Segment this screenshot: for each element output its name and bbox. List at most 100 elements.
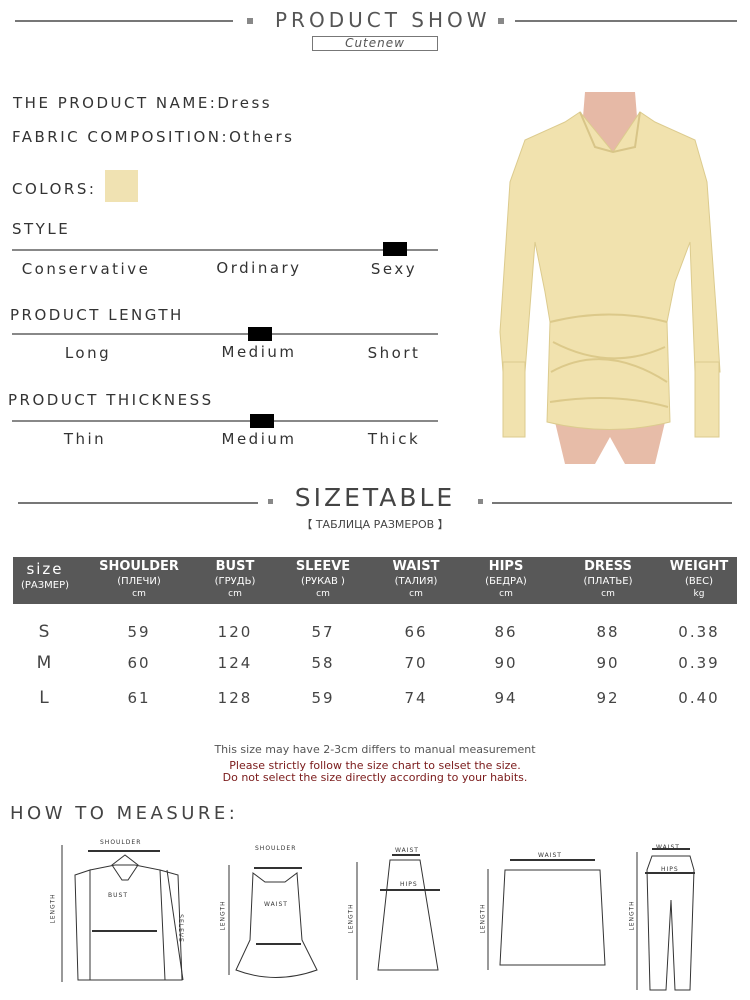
column-name: SLEEVE xyxy=(295,559,351,574)
column-name-ru: (РАЗМЕР) xyxy=(20,580,70,591)
column-unit: cm xyxy=(499,589,513,599)
column-header: SLEEVE (РУКАВ ) cm xyxy=(296,559,350,601)
style-title: STYLE xyxy=(12,220,71,238)
note-measurement: This size may have 2-3cm differs to manu… xyxy=(214,743,536,756)
measure-label-shoulder: SHOULDER xyxy=(255,845,297,852)
style-marker xyxy=(383,242,407,256)
divider xyxy=(492,502,732,504)
measurement-cell: 128 xyxy=(217,689,253,707)
thickness-option: Medium xyxy=(221,430,297,448)
thickness-option: Thin xyxy=(63,430,107,448)
pants-diagram xyxy=(636,848,695,991)
divider-dot xyxy=(268,499,273,504)
measurement-cell: 120 xyxy=(217,623,253,641)
column-name-ru: (ПЛАТЬЕ) xyxy=(583,576,633,587)
measurement-cell: 86 xyxy=(494,623,518,641)
section-title: PRODUCT SHOW xyxy=(275,8,491,32)
column-unit: cm xyxy=(601,589,615,599)
thickness-option: Thick xyxy=(367,430,421,448)
mini-skirt-diagram xyxy=(487,859,606,970)
size-table-header: size (РАЗМЕР) SHOULDER (ПЛЕЧИ) cm BUST (ГРУДЬ)… xyxy=(13,557,737,604)
measurement-cell: 59 xyxy=(127,623,151,641)
column-name: BUST xyxy=(215,559,255,574)
measure-label-shoulder: SHOULDER xyxy=(100,839,142,846)
measurement-cell: 70 xyxy=(404,654,428,672)
length-scale xyxy=(12,333,438,335)
column-name-ru: (ВЕС) xyxy=(685,576,713,587)
measure-label-length: LENGTH xyxy=(49,893,57,924)
sizetable-title: SIZETABLE xyxy=(294,483,456,512)
measure-label-length: LENGTH xyxy=(628,900,636,931)
column-unit: cm xyxy=(228,589,242,599)
how-to-measure-title: HOW TO MEASURE: xyxy=(10,803,239,824)
divider-dot xyxy=(247,18,253,24)
measurement-cell: 74 xyxy=(404,689,428,707)
fabric-label: FABRIC COMPOSITION: xyxy=(12,128,230,146)
measure-label-hips: HIPS xyxy=(661,866,679,873)
length-marker xyxy=(248,327,272,341)
measurement-cell: 88 xyxy=(596,623,620,641)
measure-label-length: LENGTH xyxy=(347,903,355,934)
thickness-title: PRODUCT THICKNESS xyxy=(8,391,214,409)
measure-diagrams xyxy=(61,845,695,991)
product-name: THE PRODUCT NAME:Dress xyxy=(13,94,272,112)
brand-label: Cutenew xyxy=(312,36,438,51)
measure-label-length: LENGTH xyxy=(219,900,227,931)
measurement-cell: 66 xyxy=(404,623,428,641)
fabric-value: Others xyxy=(229,128,295,146)
column-header: size (РАЗМЕР) xyxy=(21,559,69,592)
note-habits: Do not select the size directly accordin… xyxy=(222,771,528,784)
measurement-cell: 124 xyxy=(217,654,253,672)
column-header: DRESS (ПЛАТЬЕ) cm xyxy=(584,559,633,601)
measure-label-sleeve: SELEVE xyxy=(176,914,184,943)
column-unit: cm xyxy=(316,589,330,599)
column-header: SHOULDER (ПЛЕЧИ) cm xyxy=(99,559,179,601)
measure-label-hips: HIPS xyxy=(400,881,418,888)
measurement-cell: 92 xyxy=(596,689,620,707)
measurement-cell: 59 xyxy=(311,689,335,707)
column-header: WAIST (ТАЛИЯ) cm xyxy=(393,559,440,601)
length-option: Short xyxy=(367,344,421,362)
measure-label-bust: BUST xyxy=(108,892,128,899)
style-option: Sexy xyxy=(370,260,418,278)
divider-dot xyxy=(478,499,483,504)
column-name-ru: (ПЛЕЧИ) xyxy=(117,576,161,587)
column-unit: cm xyxy=(409,589,423,599)
style-option: Conservative xyxy=(21,260,151,278)
measurement-cell: 57 xyxy=(311,623,335,641)
measure-label-waist: WAIST xyxy=(395,847,419,854)
note-follow-chart: Please strictly follow the size chart to… xyxy=(229,759,521,772)
column-name: size xyxy=(26,560,64,578)
fabric-composition: FABRIC COMPOSITION:Others xyxy=(12,128,294,146)
measurement-cell: 0.39 xyxy=(678,654,720,672)
column-name: WAIST xyxy=(392,559,440,574)
column-name-ru: (ТАЛИЯ) xyxy=(394,576,438,587)
size-cell: L xyxy=(39,688,51,708)
product-photo xyxy=(495,92,725,467)
size-cell: M xyxy=(36,653,54,673)
measure-label-waist: WAIST xyxy=(656,844,680,851)
size-cell: S xyxy=(38,622,52,642)
thickness-marker xyxy=(250,414,274,428)
column-name-ru: (РУКАВ ) xyxy=(301,576,345,587)
divider xyxy=(515,20,737,22)
length-title: PRODUCT LENGTH xyxy=(10,306,184,324)
measurement-cell: 94 xyxy=(494,689,518,707)
color-swatch[interactable] xyxy=(105,170,138,202)
measure-label-waist: WAIST xyxy=(264,901,288,908)
length-option: Long xyxy=(64,344,112,362)
column-name: DRESS xyxy=(584,559,632,574)
style-option: Ordinary xyxy=(216,259,302,277)
jacket-diagram xyxy=(61,845,184,982)
column-name: SHOULDER xyxy=(99,559,179,574)
column-name: WEIGHT xyxy=(669,559,729,574)
dress-diagram xyxy=(228,865,318,978)
divider xyxy=(15,20,233,22)
column-unit: cm xyxy=(132,589,146,599)
divider-dot xyxy=(498,18,504,24)
column-header: WEIGHT (ВЕС) kg xyxy=(670,559,728,601)
thickness-scale xyxy=(12,420,438,422)
measurement-cell: 90 xyxy=(494,654,518,672)
measurement-cell: 0.40 xyxy=(678,689,720,707)
